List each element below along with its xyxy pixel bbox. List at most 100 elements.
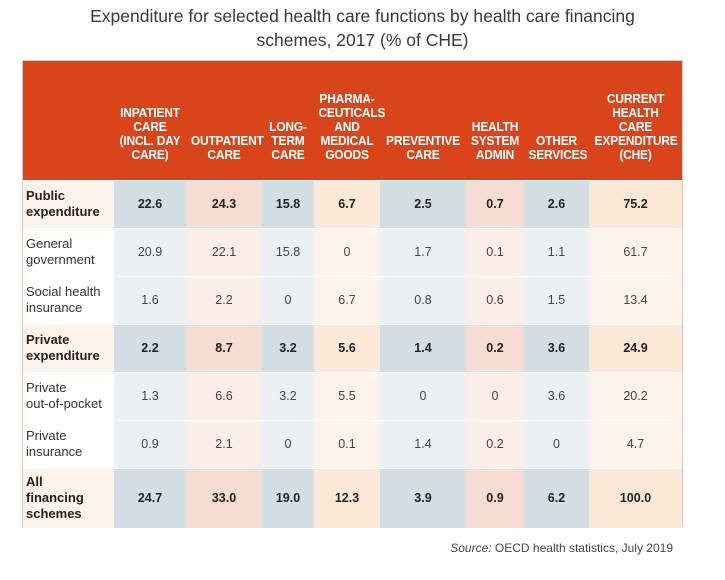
row-label: Private insurance — [23, 419, 114, 468]
column-header-line: SERVICES — [528, 146, 588, 162]
value-cell: 15.8 — [262, 227, 314, 276]
table-row: Private insurance 0.9 2.1 0 0.1 1.4 0.2 0 4.7 — [23, 419, 682, 468]
row-label-line: All — [26, 474, 43, 490]
value-cell: 20.2 — [589, 371, 682, 420]
value-cell: 0.9 — [114, 419, 186, 468]
value-cell: 1.1 — [524, 227, 589, 276]
column-header-line: CEUTICALS — [318, 104, 386, 120]
column-header-line: CARE — [406, 146, 440, 162]
value-cell: 1.5 — [524, 275, 589, 324]
expenditure-table-container: INPATIENT CARE (INCL. DAY CARE) OUTPATIENT CA… — [22, 60, 683, 528]
value-cell: 0.2 — [466, 419, 524, 468]
row-label: Public expenditure — [23, 179, 114, 228]
value-cell: 0 — [466, 371, 524, 420]
column-header: LONG- TERM CARE — [264, 61, 312, 180]
row-label-line: Public — [26, 188, 66, 203]
column-header-line: OTHER — [536, 132, 577, 148]
source-note: Source: OECD health statistics, July 201… — [450, 541, 673, 555]
column-header-line: CURRENT — [606, 90, 665, 106]
table-row: General government 20.9 22.1 15.8 0 1.7 0.1 1.1 6… — [23, 227, 682, 276]
value-cell: 19.0 — [262, 467, 314, 528]
column-header-line: (INCL. DAY — [119, 132, 181, 148]
row-label: General government — [23, 227, 114, 276]
column-header-line: TERM — [271, 132, 305, 148]
value-cell: 3.6 — [524, 371, 589, 420]
row-label-line: Social health — [26, 284, 101, 299]
value-cell: 20.9 — [114, 227, 186, 276]
column-header-line: MEDICAL — [320, 132, 374, 148]
value-cell: 6.6 — [186, 371, 262, 420]
table-row: Public expenditure 22.6 24.3 15.8 6.7 2.5 0.7 2.… — [23, 179, 682, 228]
row-label-line: schemes — [26, 506, 82, 522]
value-cell: 0 — [524, 419, 589, 468]
value-cell: 15.8 — [262, 179, 314, 228]
header-empty-cell — [27, 61, 111, 180]
row-label-line: Private — [26, 380, 67, 395]
value-cell: 0 — [262, 275, 314, 324]
value-cell: 1.3 — [114, 371, 186, 420]
value-cell: 100.0 — [589, 467, 682, 528]
value-cell: 1.4 — [380, 323, 466, 372]
row-label-line: expenditure — [26, 348, 100, 363]
column-header-line: SYSTEM — [470, 132, 520, 148]
value-cell: 2.2 — [186, 275, 262, 324]
value-cell: 0 — [314, 227, 380, 276]
source-label: Source: — [450, 541, 492, 555]
column-header-line: (CHE) — [619, 146, 652, 162]
value-cell: 5.6 — [314, 323, 380, 372]
column-header-line: OUTPATIENT — [190, 132, 264, 148]
value-cell: 0 — [262, 419, 314, 468]
table-body: Public expenditure 22.6 24.3 15.8 6.7 2.5 0.7 2.… — [23, 179, 682, 528]
column-header: INPATIENT CARE (INCL. DAY CARE) — [117, 61, 183, 180]
value-cell: 24.9 — [589, 323, 682, 372]
column-header: PREVENTIVE CARE — [383, 61, 462, 180]
value-cell: 2.2 — [114, 323, 186, 372]
value-cell: 2.6 — [524, 179, 589, 228]
column-header: PHARMA- CEUTICALS AND MEDICAL GOODS — [317, 61, 385, 180]
expenditure-table: INPATIENT CARE (INCL. DAY CARE) OUTPATIENT CA… — [23, 61, 682, 528]
row-label-line: government — [26, 252, 95, 267]
value-cell: 0.9 — [466, 467, 524, 528]
column-header-line: PHARMA- — [319, 90, 375, 106]
title-line-2: schemes, 2017 (% of CHE) — [256, 30, 469, 50]
row-label: Social health insurance — [23, 275, 114, 324]
value-cell: 1.4 — [380, 419, 466, 468]
column-header-line: EXPENDITURE — [594, 132, 678, 148]
value-cell: 75.2 — [589, 179, 682, 228]
row-label: All financing schemes — [23, 467, 114, 528]
value-cell: 3.2 — [262, 371, 314, 420]
column-header-line: HEALTH CARE — [612, 104, 659, 134]
value-cell: 2.1 — [186, 419, 262, 468]
value-cell: 33.0 — [186, 467, 262, 528]
value-cell: 5.5 — [314, 371, 380, 420]
column-header-line: CARE — [271, 146, 305, 162]
header-row: INPATIENT CARE (INCL. DAY CARE) OUTPATIENT CA… — [23, 61, 682, 180]
row-label-line: insurance — [26, 444, 83, 459]
column-header: OUTPATIENT CARE — [189, 61, 264, 180]
value-cell: 0.8 — [380, 275, 466, 324]
column-header: OTHER SERVICES — [527, 61, 587, 180]
table-row: Private expenditure 2.2 8.7 3.2 5.6 1.4 0.2 3.6 2… — [23, 323, 682, 372]
value-cell: 1.7 — [380, 227, 466, 276]
column-header-line: LONG- — [269, 118, 307, 134]
row-label-line: expenditure — [26, 204, 100, 219]
row-label: Private out-of-pocket — [23, 371, 114, 420]
row-label-line: financing — [26, 490, 84, 506]
value-cell: 0.7 — [466, 179, 524, 228]
value-cell: 8.7 — [186, 323, 262, 372]
value-cell: 22.1 — [186, 227, 262, 276]
value-cell: 6.2 — [524, 467, 589, 528]
value-cell: 24.7 — [114, 467, 186, 528]
row-label-line: General — [26, 236, 73, 251]
value-cell: 6.7 — [314, 275, 380, 324]
column-header-line: CARE — [133, 118, 167, 134]
column-header-line: AND — [334, 118, 360, 134]
table-row: Social health insurance 1.6 2.2 0 6.7 0.8 0.6 1.… — [23, 275, 682, 324]
value-cell: 6.7 — [314, 179, 380, 228]
source-text: OECD health statistics, July 2019 — [491, 541, 673, 555]
value-cell: 3.2 — [262, 323, 314, 372]
value-cell: 22.6 — [114, 179, 186, 228]
column-header: CURRENT HEALTH CARE EXPENDITURE (CHE) — [593, 61, 679, 180]
table-row: Private out-of-pocket 1.3 6.6 3.2 5.5 0 0 3.6 20.… — [23, 371, 682, 420]
table-row: All financing schemes 24.7 33.0 19.0 12.3 3.9 0.… — [23, 467, 682, 528]
